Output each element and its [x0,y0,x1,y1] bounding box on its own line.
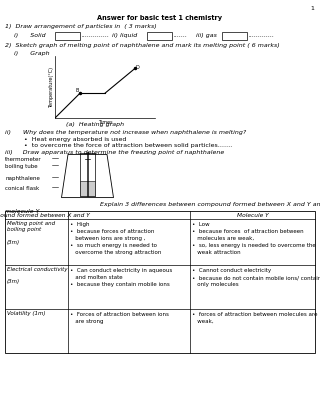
Text: •  because forces of attraction: • because forces of attraction [70,228,154,233]
Text: ii)      Why does the temperature not increase when naphthalene is melting?: ii) Why does the temperature not increas… [5,130,246,135]
Text: between ions are strong ,: between ions are strong , [70,235,146,240]
Text: 1)  Draw arrangement of particles in  ( 3 marks): 1) Draw arrangement of particles in ( 3 … [5,24,157,29]
Text: overcome the strong attraction: overcome the strong attraction [70,249,161,254]
Text: only molecules: only molecules [192,281,239,286]
Bar [55,33,80,41]
Text: thermometer: thermometer [5,157,42,161]
Text: •  because forces  of attraction between: • because forces of attraction between [192,228,304,233]
Bar [5,211,315,353]
Text: Answer for basic test 1 chemistry: Answer for basic test 1 chemistry [97,15,223,21]
Text: naphthalene: naphthalene [5,176,40,180]
Text: Volatility (1m): Volatility (1m) [7,310,45,315]
Text: molecules are weak,: molecules are weak, [192,235,254,240]
Text: 1: 1 [310,6,314,11]
Text: .............: ............. [249,33,275,38]
Text: .......: ....... [174,33,188,38]
Text: •  so much energy is needed to: • so much energy is needed to [70,242,157,247]
Text: weak,: weak, [192,318,214,323]
X-axis label: Times: Times [98,120,112,125]
Text: molecule Y: molecule Y [5,209,39,214]
Text: •  Cannot conduct electricity: • Cannot conduct electricity [192,267,271,272]
Text: conical flask: conical flask [5,185,39,190]
Text: iii)     Draw apparatus to determine the freezing point of naphthalene: iii) Draw apparatus to determine the fre… [5,150,224,154]
Text: •  Heat energy absorbed is used: • Heat energy absorbed is used [24,137,126,142]
Text: iii) gas: iii) gas [196,33,217,38]
Text: ii) liquid: ii) liquid [112,33,137,38]
Text: Molecule Y: Molecule Y [236,212,268,218]
Text: •  Forces of attraction between ions: • Forces of attraction between ions [70,311,169,316]
Text: Explain 3 differences between compound formed between X and Y and: Explain 3 differences between compound f… [100,202,320,206]
Text: D: D [136,64,140,70]
Text: i)      Solid: i) Solid [14,33,46,38]
Text: and molten state: and molten state [70,274,123,279]
Text: (a)  Heating graph: (a) Heating graph [66,122,124,127]
Text: Electrical conductivity

(3m): Electrical conductivity (3m) [7,266,68,284]
Text: •  forces of attraction between molecules are: • forces of attraction between molecules… [192,311,317,316]
Bar [222,33,247,41]
Text: boiling tube: boiling tube [5,164,38,169]
Text: Melting point and
boiling point

(3m): Melting point and boiling point (3m) [7,221,55,244]
Text: Compound formed between X and Y: Compound formed between X and Y [0,212,90,218]
Text: ..............: .............. [82,33,110,38]
Polygon shape [80,181,95,197]
Text: are strong: are strong [70,318,103,323]
Text: 2)  Sketch graph of melting point of naphthalene and mark its melting point ( 6 : 2) Sketch graph of melting point of naph… [5,43,280,48]
Text: •  Can conduct electricity in aqueous: • Can conduct electricity in aqueous [70,267,172,272]
Text: •  because do not contain mobile ions/ contain: • because do not contain mobile ions/ co… [192,274,320,279]
Text: i)      Graph: i) Graph [14,51,50,56]
Text: •  to overcome the force of attraction between solid particles…….: • to overcome the force of attraction be… [24,142,232,147]
Text: •  High: • High [70,221,90,226]
Text: •  Low: • Low [192,221,210,226]
Text: •  so, less energy is needed to overcome the: • so, less energy is needed to overcome … [192,242,316,247]
Bar [147,33,172,41]
Text: B: B [75,88,78,93]
Text: weak attraction: weak attraction [192,249,241,254]
Y-axis label: Temperature(°C): Temperature(°C) [49,67,54,108]
Text: •  because they contain mobile ions: • because they contain mobile ions [70,281,170,286]
